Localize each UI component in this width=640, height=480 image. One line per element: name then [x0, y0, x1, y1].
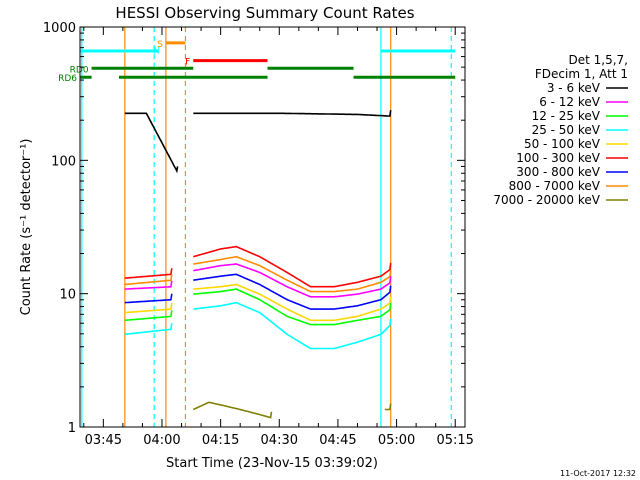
plot-timestamp: 11-Oct-2017 12:32 — [560, 469, 636, 478]
flag-label-s: S — [157, 40, 163, 50]
x-tick-label-04-30: 04:30 — [261, 433, 298, 448]
series-3-6-kev-segment-1 — [124, 112, 179, 174]
x-axis-label: Start Time (23-Nov-15 03:39:02) — [166, 456, 378, 471]
y-axis-ticks: 1 10 100 1000 — [43, 21, 465, 436]
y-tick-label-10: 10 — [59, 288, 76, 303]
y-tick-label-1000: 1000 — [43, 21, 76, 36]
y-tick-label-1: 1 — [68, 421, 76, 436]
series-50-100-kev-segment-2 — [193, 283, 392, 322]
flag-label-rd0: RD0 — [70, 65, 89, 75]
series-7000-20000-kev-segment-1 — [192, 401, 273, 419]
x-tick-label-03-45: 03:45 — [85, 433, 122, 448]
legend-label-50-100-kev: 50 - 100 keV — [524, 137, 601, 151]
x-tick-label-05-15: 05:15 — [436, 433, 473, 448]
legend-label-300-800-kev: 300 - 800 keV — [516, 165, 600, 179]
y-axis-label: Count Rate (s⁻¹ detector⁻¹) — [19, 139, 34, 316]
flag-label-rd6: RD6 — [58, 74, 77, 84]
legend-label-800-7000-kev: 800 - 7000 keV — [509, 179, 601, 193]
series-3-6-kev-segment-2 — [193, 109, 392, 117]
flag-label-n: N — [153, 46, 160, 56]
legend-header-detectors: Det 1,5,7, — [569, 53, 629, 67]
legend-header-decimation: FDecim 1, Att 1 — [535, 67, 628, 81]
series-300-800-kev-segment-2 — [193, 273, 392, 310]
series-800-7000-kev-segment-1 — [124, 274, 173, 286]
flag-label-f: F — [185, 58, 190, 68]
x-tick-label-04-45: 04:45 — [319, 433, 356, 448]
chart-title: HESSI Observing Summary Count Rates — [115, 4, 414, 22]
series-100-300-kev-segment-1 — [124, 268, 173, 279]
series-100-300-kev-segment-2 — [193, 245, 392, 288]
legend-label-3-6-kev: 3 - 6 keV — [547, 81, 601, 95]
series-800-7000-kev-segment-2 — [193, 255, 392, 293]
series-6-12-kev-segment-1 — [124, 280, 173, 290]
series-300-800-kev-segment-1 — [124, 293, 173, 304]
plot-frame — [79, 26, 466, 428]
legend-label-7000-20000-kev: 7000 - 20000 keV — [493, 193, 600, 207]
legend-label-100-300-kev: 100 - 300 keV — [516, 151, 600, 165]
series-12-25-kev-segment-1 — [124, 310, 173, 322]
legend-label-25-50-kev: 25 - 50 keV — [532, 123, 601, 137]
series-6-12-kev-segment-2 — [193, 263, 392, 298]
series-12-25-kev-segment-2 — [193, 288, 392, 326]
x-tick-label-04-15: 04:15 — [202, 433, 239, 448]
y-tick-label-100: 100 — [51, 154, 76, 169]
x-tick-label-05-00: 05:00 — [378, 433, 415, 448]
x-axis-ticks: 03:45 04:00 04:15 04:30 04:45 05:00 05:15 — [83, 27, 474, 448]
legend-label-12-25-kev: 12 - 25 keV — [532, 109, 601, 123]
legend-label-6-12-kev: 6 - 12 keV — [539, 95, 601, 109]
series-7000-20000-kev-segment-2 — [384, 403, 392, 411]
series-25-50-kev-segment-2 — [193, 301, 392, 350]
x-tick-label-04-00: 04:00 — [143, 433, 180, 448]
series-50-100-kev-segment-1 — [124, 302, 173, 314]
series-25-50-kev-segment-1 — [124, 323, 173, 336]
